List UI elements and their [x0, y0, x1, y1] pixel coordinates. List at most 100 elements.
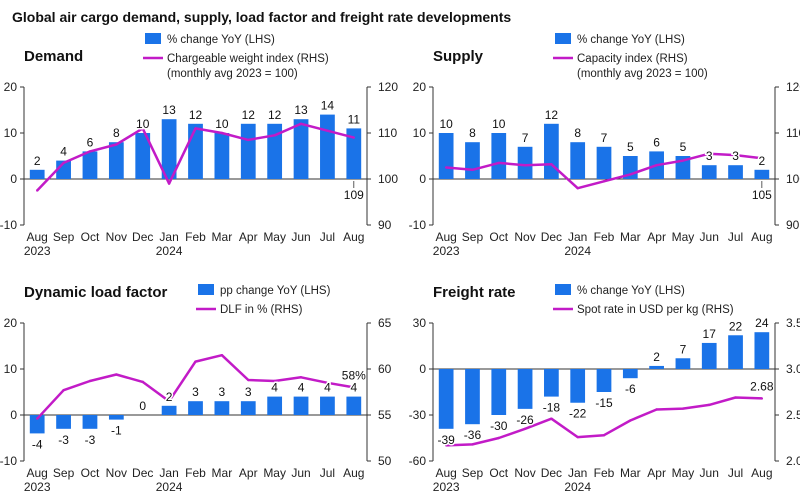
- bar-jul-11: [728, 165, 743, 179]
- bar-feb-6: [188, 123, 203, 179]
- line-point: [352, 386, 356, 389]
- bar-jun-10: [293, 119, 309, 179]
- line-point: [734, 153, 737, 157]
- x-tick-label: Dec: [132, 466, 153, 480]
- bar-jul-11: [320, 396, 335, 415]
- bar-mar-7: [622, 369, 638, 379]
- bar-may-9: [675, 358, 691, 369]
- line-point: [194, 360, 197, 363]
- right-tick-label: 55: [378, 408, 392, 422]
- x-tick-label: Jan: [568, 230, 587, 244]
- x-tick-label: Feb: [185, 230, 206, 244]
- bar-may-9: [267, 123, 283, 179]
- bar-aug-12: [754, 332, 770, 369]
- line-point: [352, 136, 356, 139]
- bar-data-label: 24: [755, 316, 769, 330]
- bar-data-label: 4: [350, 381, 357, 395]
- chart-title: Demand: [24, 48, 83, 65]
- legend-bar-label: % change YoY (LHS): [577, 34, 685, 46]
- bar-oct-2: [82, 151, 98, 179]
- left-tick-label: 0: [419, 172, 426, 186]
- x-tick-label: Jun: [700, 466, 719, 480]
- x-tick-label: Dec: [541, 230, 562, 244]
- bar-jan-5: [570, 142, 586, 179]
- bar-sep-1: [56, 415, 71, 429]
- x-tick-label: Jan: [568, 466, 587, 480]
- x-tick-label: Aug: [343, 466, 364, 480]
- line-point: [681, 159, 685, 162]
- x-tick-label: Feb: [594, 230, 615, 244]
- line-point: [576, 187, 579, 190]
- line-point: [167, 182, 171, 185]
- x-tick-label: May: [672, 466, 695, 480]
- legend-line-label: DLF in % (RHS): [220, 304, 303, 316]
- bar-aug-12: [754, 169, 770, 179]
- chart-panel-dlf: Dynamic load factor pp change YoY (LHS) DL…: [0, 284, 392, 494]
- left-tick-label: -10: [0, 454, 17, 468]
- page-title: Global air cargo demand, supply, load fa…: [12, 9, 512, 25]
- bar-data-label: 7: [601, 131, 608, 145]
- left-tick-label: 0: [419, 362, 426, 376]
- bar-data-label: 10: [215, 117, 229, 131]
- bar-nov-3: [517, 146, 533, 179]
- x-tick-label: Jan: [159, 466, 178, 480]
- line-point: [326, 381, 329, 384]
- legend-bar-label: pp change YoY (LHS): [220, 285, 331, 297]
- bar-data-label: 17: [703, 327, 717, 341]
- left-tick-label: 0: [10, 408, 17, 422]
- right-tick-label: 100: [378, 172, 398, 186]
- line-end-label: 109: [344, 188, 364, 202]
- line-point: [550, 417, 553, 420]
- line-point: [629, 173, 632, 176]
- bar-data-label: 8: [469, 126, 476, 140]
- legend-line-label: Capacity index (RHS): [577, 53, 688, 65]
- line-point: [115, 373, 118, 376]
- x-tick-label: Apr: [239, 230, 258, 244]
- x-tick-label: Jun: [291, 466, 310, 480]
- x-tick-label: Jun: [700, 230, 719, 244]
- x-tick-label: Apr: [647, 466, 666, 480]
- x-tick-label: Mar: [212, 466, 233, 480]
- left-tick-label: 20: [4, 316, 18, 330]
- left-tick-label: -30: [409, 408, 427, 422]
- x-tick-label: Sep: [53, 230, 75, 244]
- right-tick-label: 3.5: [786, 316, 800, 330]
- line-point: [273, 134, 276, 137]
- line-point: [497, 161, 500, 165]
- x-tick-label: May: [263, 230, 286, 244]
- right-tick-label: 100: [786, 172, 800, 186]
- bar-data-label: 3: [706, 149, 713, 163]
- x-tick-label: Sep: [462, 230, 484, 244]
- bar-data-label: 3: [245, 385, 252, 399]
- bar-data-label: 7: [680, 342, 687, 356]
- bar-data-label: 2: [166, 390, 173, 404]
- bar-data-label: 11: [348, 112, 361, 126]
- bar-oct-2: [491, 133, 507, 179]
- bar-nov-3: [108, 142, 124, 179]
- legend-bar-label: % change YoY (LHS): [167, 34, 275, 46]
- bar-jun-10: [293, 396, 309, 415]
- right-tick-label: 2.5: [786, 408, 800, 422]
- right-tick-label: 120: [786, 80, 800, 94]
- right-tick-label: 3.0: [786, 362, 800, 376]
- x-tick-label: Sep: [53, 466, 75, 480]
- line-point: [326, 129, 329, 132]
- bar-data-label: 7: [522, 131, 529, 145]
- right-tick-label: 65: [378, 316, 392, 330]
- line-point: [194, 127, 197, 130]
- bar-data-label: -4: [32, 437, 43, 451]
- x-tick-label: Jun: [291, 230, 310, 244]
- bar-mar-7: [214, 401, 230, 415]
- x-tick-label: Aug: [751, 230, 772, 244]
- left-tick-label: 30: [413, 316, 427, 330]
- line-point: [655, 164, 658, 167]
- bar-data-label: 4: [298, 381, 305, 395]
- x-tick-label: Feb: [185, 466, 206, 480]
- x-tick-label: Jul: [320, 230, 335, 244]
- bar-data-label: -26: [516, 413, 534, 427]
- line-point: [602, 434, 606, 437]
- bar-aug-12: [346, 128, 362, 179]
- line-point: [681, 407, 685, 410]
- x-year-label: 2024: [564, 244, 591, 258]
- bar-oct-2: [491, 369, 507, 415]
